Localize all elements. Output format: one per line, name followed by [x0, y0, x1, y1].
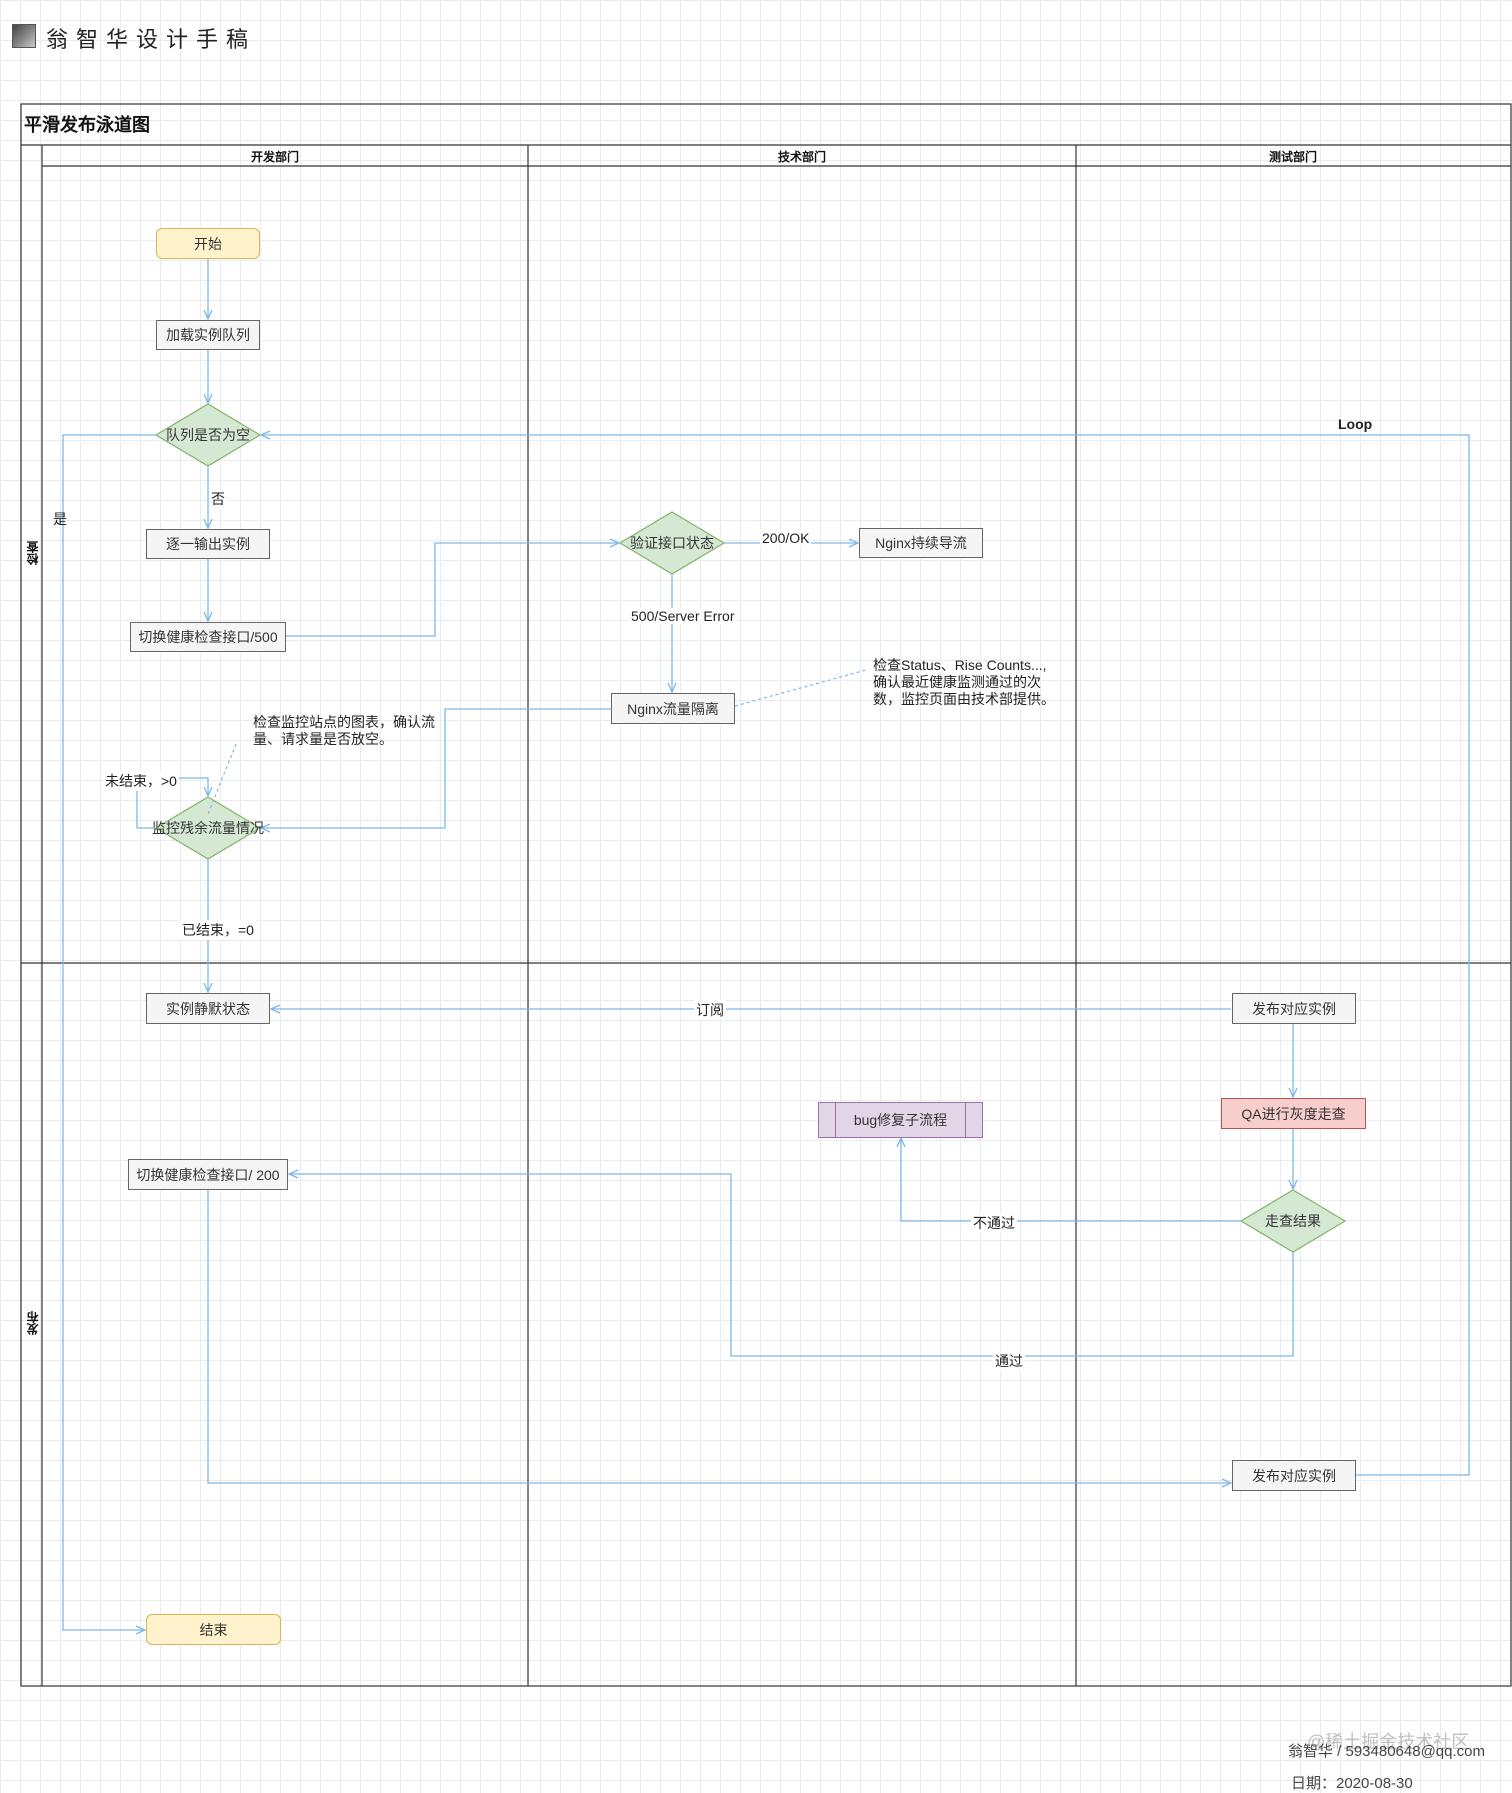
edge-label-yes: 是 [53, 511, 67, 527]
edge-switch200-to-publish [207, 1190, 1231, 1483]
note-check-monitor-line-1: 检查监控站点的图表，确认流 [253, 714, 435, 730]
row-title-check: 检查 [26, 541, 40, 565]
edge-not-pass [901, 1138, 1241, 1222]
nginx-continue-node[interactable]: Nginx持续导流 [859, 528, 983, 558]
edge-label-pass: 通过 [993, 1351, 1025, 1371]
edge-label-finished: 已结束，=0 [180, 920, 256, 940]
nginx-isolate-node[interactable]: Nginx流量隔离 [611, 693, 735, 724]
edge-loop-back [261, 435, 1470, 1476]
edge-label-loop: Loop [1338, 416, 1373, 432]
monitor-traffic-label[interactable]: 监控残余流量情况 [152, 820, 264, 836]
publish-instance-node-1[interactable]: 发布对应实例 [1232, 993, 1356, 1024]
author-avatar [12, 24, 36, 48]
walk-result-label[interactable]: 走查结果 [1265, 1213, 1321, 1229]
footer-author: 翁智华 / 593480648@qq.com [1288, 1743, 1485, 1760]
page-header-title: 翁智华设计手稿 [46, 28, 257, 53]
edge-label-ok: 200/OK [760, 530, 812, 546]
note-check-status: 检查Status、Rise Counts..., 确认最近健康监测通过的次 数，… [873, 657, 1055, 708]
pool-frame [20, 103, 1512, 1687]
subprocess-right-bar [965, 1103, 966, 1137]
edge-switch500-to-verify [286, 543, 619, 637]
switch-health-check-200-node[interactable]: 切换健康检查接口/ 200 [128, 1159, 288, 1190]
verify-status-label[interactable]: 验证接口状态 [630, 535, 714, 551]
note-check-status-line-2: 确认最近健康监测通过的次 [873, 674, 1041, 690]
edge-isolate-to-monitor [261, 708, 611, 828]
footer-date: 日期：2020-08-30 [1291, 1775, 1413, 1792]
bug-fix-label: bug修复子流程 [853, 1112, 948, 1128]
edge-label-subscribe: 订阅 [694, 1000, 726, 1020]
note-leader-monitor [207, 743, 237, 815]
note-check-monitor-line-2: 量、请求量是否放空。 [253, 731, 393, 747]
start-node[interactable]: 开始 [156, 228, 260, 259]
edge-yes-to-end [62, 434, 156, 1630]
end-node[interactable]: 结束 [146, 1614, 281, 1645]
instance-silent-node[interactable]: 实例静默状态 [146, 993, 270, 1024]
watermark: @稀土掘金技术社区 [1307, 1732, 1470, 1752]
edge-label-not-pass: 不通过 [971, 1213, 1017, 1233]
edge-pass [289, 1174, 1294, 1357]
edge-label-no: 否 [209, 489, 227, 509]
queue-empty-label[interactable]: 队列是否为空 [166, 427, 250, 443]
row-title-publish: 发布 [26, 1311, 40, 1335]
subprocess-left-bar [835, 1103, 836, 1137]
note-leader-status [734, 669, 867, 707]
bug-fix-subprocess-node[interactable]: bug修复子流程 [818, 1102, 983, 1138]
switch-health-check-500-node[interactable]: 切换健康检查接口/500 [130, 622, 286, 652]
edge-label-not-finished: 未结束，>0 [103, 771, 179, 791]
qa-gray-walkthrough-node[interactable]: QA进行灰度走查 [1221, 1098, 1366, 1129]
load-instance-queue-node[interactable]: 加载实例队列 [156, 320, 260, 350]
note-check-status-line-3: 数，监控页面由技术部提供。 [873, 691, 1055, 707]
lane-title-tech: 技术部门 [777, 150, 826, 164]
lane-title-dev: 开发部门 [250, 150, 299, 164]
edge-label-server-error: 500/Server Error [629, 608, 737, 624]
publish-instance-node-2[interactable]: 发布对应实例 [1232, 1460, 1356, 1491]
lane-title-test: 测试部门 [1268, 150, 1317, 164]
output-instance-node[interactable]: 逐一输出实例 [146, 529, 270, 559]
pool-title: 平滑发布泳道图 [24, 115, 150, 135]
note-check-monitor: 检查监控站点的图表，确认流 量、请求量是否放空。 [253, 714, 435, 748]
note-check-status-line-1: 检查Status、Rise Counts..., [873, 657, 1047, 673]
